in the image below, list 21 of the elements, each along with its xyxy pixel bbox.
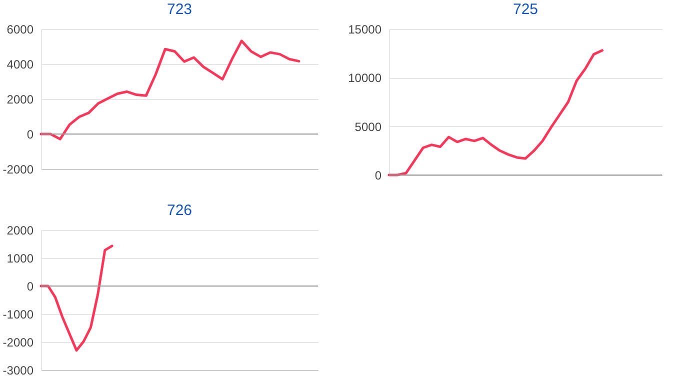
- y-tick-label: 1000: [6, 252, 34, 266]
- line-series: [40, 40, 300, 140]
- y-tick-label: 0: [26, 128, 34, 142]
- line-series: [388, 49, 604, 176]
- y-tick-label: 15000: [348, 22, 382, 36]
- y-tick-label: 0: [374, 168, 382, 182]
- y-tick-label: 4000: [6, 58, 34, 72]
- line-series: [40, 244, 114, 352]
- y-tick-label: 5000: [354, 120, 382, 134]
- y-tick-label: -1000: [2, 308, 34, 322]
- y-tick-label: -2000: [2, 162, 34, 176]
- y-tick-label: 6000: [6, 22, 34, 36]
- y-tick-label: 10000: [348, 71, 382, 86]
- y-tick-label: -3000: [2, 364, 34, 378]
- y-tick-label: 2000: [6, 92, 34, 106]
- y-tick-label: 2000: [6, 224, 34, 238]
- y-tick-label: 0: [26, 280, 34, 294]
- chart-title: 723: [166, 1, 192, 18]
- chart-title: 725: [512, 1, 538, 18]
- chart-title: 726: [166, 202, 192, 219]
- y-tick-label: -2000: [2, 336, 34, 350]
